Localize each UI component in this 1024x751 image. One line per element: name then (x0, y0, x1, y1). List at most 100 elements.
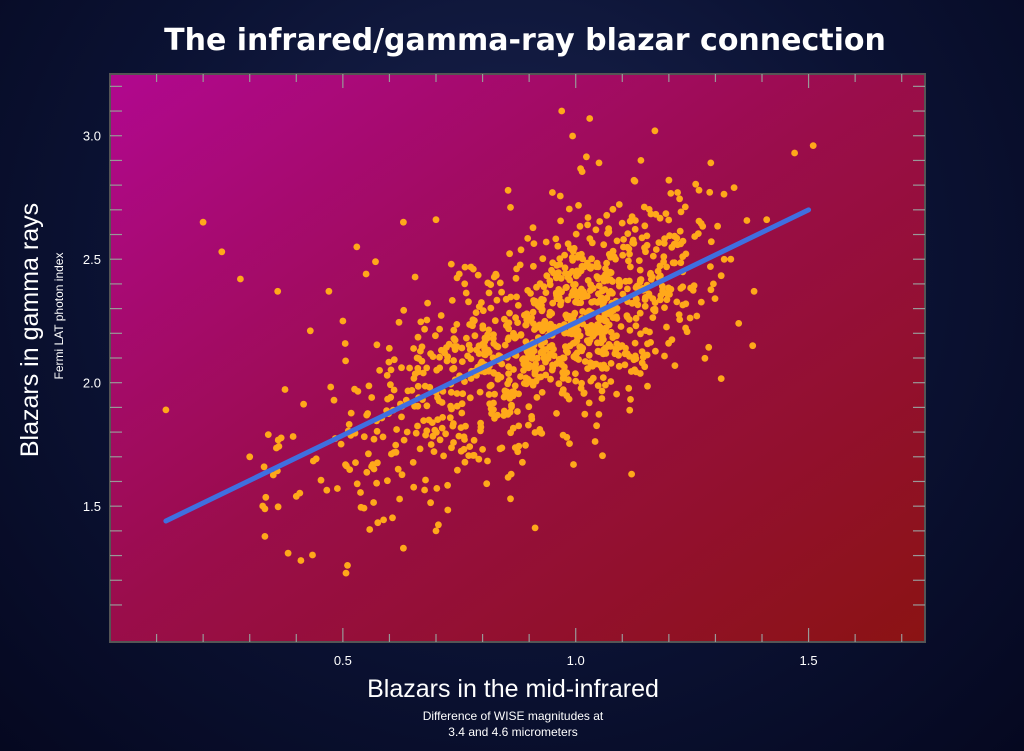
data-point (472, 309, 480, 316)
data-point (693, 312, 701, 320)
data-point (410, 375, 418, 382)
data-point (330, 396, 338, 404)
data-point (436, 353, 443, 361)
data-point (491, 317, 499, 325)
data-point (631, 177, 639, 185)
data-point (627, 263, 634, 271)
data-point (466, 321, 473, 328)
data-point (717, 375, 725, 382)
data-point (714, 222, 721, 230)
data-point (421, 382, 429, 390)
data-point (592, 226, 600, 234)
data-point (543, 272, 551, 280)
data-point (347, 409, 355, 417)
y-tick-label: 2.0 (83, 376, 101, 391)
data-point (345, 421, 353, 428)
data-point (440, 452, 447, 460)
data-point (462, 422, 469, 430)
data-point (659, 287, 666, 294)
data-point (625, 245, 633, 253)
data-point (561, 363, 568, 371)
data-point (522, 321, 530, 329)
data-point (453, 402, 461, 410)
data-point (441, 349, 448, 357)
data-point (493, 342, 500, 350)
data-point (553, 410, 560, 417)
data-point (566, 440, 573, 447)
data-point (649, 252, 657, 260)
data-point (564, 296, 572, 304)
data-point (422, 476, 429, 484)
data-point (563, 283, 570, 291)
data-point (686, 314, 694, 322)
data-point (484, 331, 491, 339)
data-point (389, 514, 396, 522)
data-point (384, 477, 391, 485)
data-point (300, 400, 307, 408)
data-point (537, 373, 545, 381)
data-point (400, 218, 407, 226)
data-point (484, 457, 491, 465)
data-point (717, 272, 725, 280)
data-point (491, 390, 498, 398)
data-point (571, 310, 578, 318)
data-point (549, 299, 557, 307)
data-point (354, 388, 362, 395)
data-point (584, 221, 591, 229)
data-point (645, 292, 653, 299)
data-point (587, 377, 595, 385)
data-point (600, 346, 608, 353)
data-point (436, 436, 444, 444)
data-point (511, 382, 519, 390)
data-point (667, 190, 675, 197)
y-axis-label: Blazars in gamma rays (16, 203, 44, 457)
data-point (699, 222, 707, 230)
data-point (586, 235, 594, 243)
data-point (660, 253, 668, 261)
data-point (628, 213, 636, 221)
data-point (615, 362, 623, 370)
data-point (707, 263, 714, 270)
data-point (595, 159, 603, 167)
data-point (615, 201, 623, 208)
data-point (509, 424, 517, 432)
data-point (297, 557, 305, 564)
data-point (613, 315, 621, 322)
data-points (162, 107, 817, 577)
data-point (400, 544, 407, 552)
data-point (490, 273, 498, 281)
fit-line (163, 207, 812, 524)
data-point (438, 399, 446, 406)
data-point (417, 318, 425, 326)
data-point (763, 216, 771, 224)
data-point (479, 322, 487, 330)
data-point (453, 274, 461, 282)
data-point (476, 388, 484, 396)
data-point (627, 396, 634, 403)
data-point (531, 429, 539, 436)
data-point (595, 411, 603, 418)
data-point (435, 521, 442, 529)
data-point (309, 551, 316, 559)
data-point (585, 351, 593, 359)
data-point (353, 243, 361, 251)
data-point (448, 444, 455, 452)
data-point (463, 334, 470, 342)
data-point (465, 298, 472, 306)
data-point (600, 336, 607, 343)
data-point (442, 430, 449, 438)
data-point (566, 342, 574, 350)
data-point (274, 287, 282, 295)
data-point (493, 296, 501, 304)
data-point (501, 387, 509, 395)
data-point (461, 280, 469, 288)
data-point (569, 288, 577, 296)
data-point (605, 321, 613, 329)
data-point (508, 401, 515, 409)
data-point (524, 287, 532, 294)
data-point (596, 218, 604, 225)
data-point (598, 395, 606, 402)
data-point (640, 203, 648, 211)
data-point (458, 344, 466, 352)
x-axis-sublabel-line-1: Difference of WISE magnitudes at (423, 709, 604, 723)
